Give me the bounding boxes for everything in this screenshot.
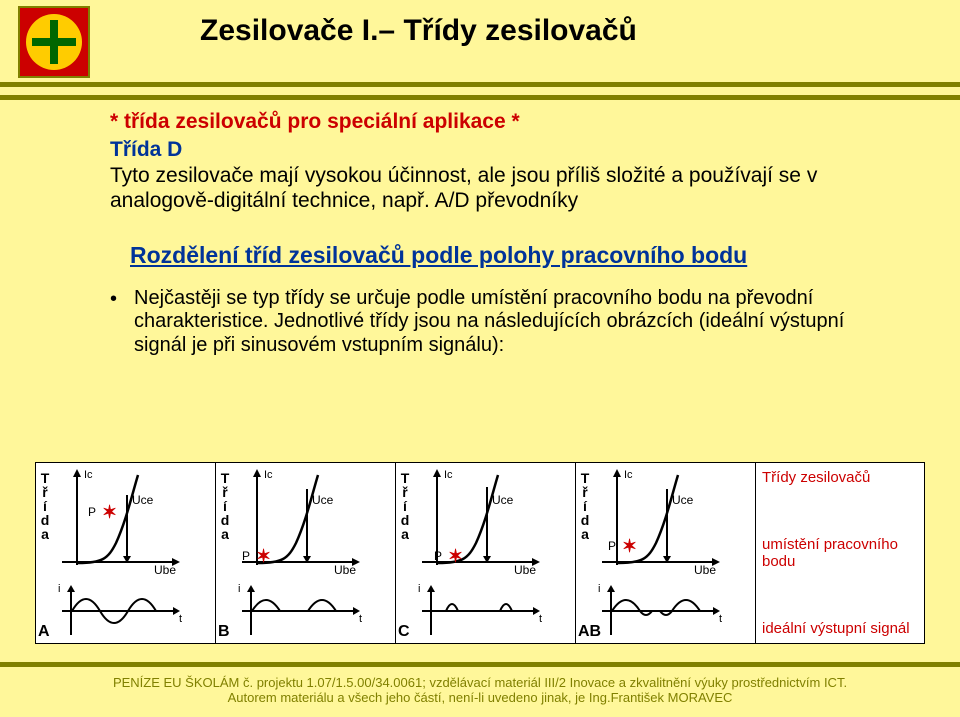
subtitle-red: * třída zesilovačů pro speciální aplikac… xyxy=(110,110,880,134)
logo-icon xyxy=(26,14,82,70)
page-title: Zesilovače I.– Třídy zesilovačů xyxy=(200,14,637,48)
header: Zesilovače I.– Třídy zesilovačů xyxy=(0,0,960,90)
curve-plot: Ic Uce Ube ✶ P xyxy=(236,467,366,575)
divider-1 xyxy=(0,82,960,87)
signal-plot: i t xyxy=(596,583,726,639)
side-label: Třída xyxy=(218,471,232,541)
class-label: B xyxy=(218,623,230,641)
body-text: Tyto zesilovače mají vysokou účinnost, a… xyxy=(110,164,880,214)
signal-plot: i t xyxy=(236,583,366,639)
logo xyxy=(18,6,90,78)
class-label: A xyxy=(38,623,50,641)
signal-plot: i t xyxy=(56,583,186,639)
class-label: C xyxy=(398,623,410,641)
footer: PENÍZE EU ŠKOLÁM č. projektu 1.07/1.5.00… xyxy=(0,675,960,705)
curve-plot: Ic Uce Ube ✶ P xyxy=(56,467,186,575)
divider-3 xyxy=(0,95,960,100)
subtitle-blue: Třída D xyxy=(110,138,880,162)
side-label: Třída xyxy=(398,471,412,541)
diagram-panel-B: Třída B Ic Uce Ube ✶ P i t xyxy=(216,463,396,643)
divider-2 xyxy=(0,90,960,93)
diagram: Třída A Ic Uce Ube ✶ P i t Třída B Ic Uce … xyxy=(35,462,925,644)
signal-plot: i t xyxy=(416,583,546,639)
bullet-icon: • xyxy=(110,287,134,358)
divider-bottom xyxy=(0,662,960,667)
legend-mid: umístění pracovního bodu xyxy=(762,536,918,571)
side-label: Třída xyxy=(38,471,52,541)
section-heading: Rozdělení tříd zesilovačů podle polohy p… xyxy=(130,242,880,269)
curve-plot: Ic Uce Ube ✶ P xyxy=(416,467,546,575)
side-label: Třída xyxy=(578,471,592,541)
legend-top: Třídy zesilovačů xyxy=(762,469,918,486)
diagram-panel-AB: TřídaAB Ic Uce Ube ✶ P i t xyxy=(576,463,756,643)
legend-bot: ideální výstupní signál xyxy=(762,620,918,637)
diagram-legend: Třídy zesilovačů umístění pracovního bod… xyxy=(756,463,924,643)
slide: Zesilovače I.– Třídy zesilovačů * třída … xyxy=(0,0,960,717)
diagram-panel-C: Třída C Ic Uce Ube ✶ P i t xyxy=(396,463,576,643)
diagram-panel-A: Třída A Ic Uce Ube ✶ P i t xyxy=(36,463,216,643)
footer-line2: Autorem materiálu a všech jeho částí, ne… xyxy=(0,690,960,705)
bullet-text: Nejčastěji se typ třídy se určuje podle … xyxy=(134,287,880,358)
curve-plot: Ic Uce Ube ✶ P xyxy=(596,467,726,575)
content-area: * třída zesilovačů pro speciální aplikac… xyxy=(110,110,880,357)
footer-line1: PENÍZE EU ŠKOLÁM č. projektu 1.07/1.5.00… xyxy=(0,675,960,690)
bullet-item: • Nejčastěji se typ třídy se určuje podl… xyxy=(110,287,880,358)
